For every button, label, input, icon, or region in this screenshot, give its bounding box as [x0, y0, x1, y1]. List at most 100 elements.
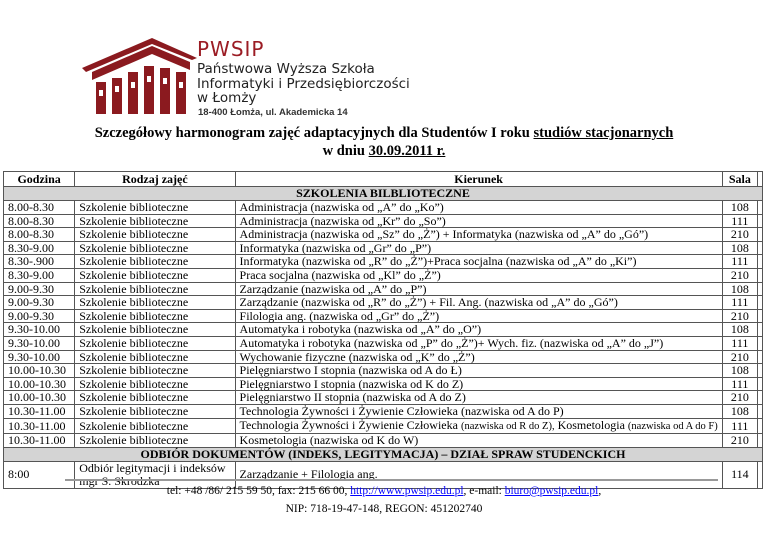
col-extra: [756, 171, 764, 187]
address: 18-400 Łomża, ul. Akademicka 14: [198, 107, 348, 118]
footer-contact: tel: +48 /86/ 215 59 50, fax: 215 66 00,…: [0, 484, 768, 498]
website-link[interactable]: http://www.pwsip.edu.pl: [350, 485, 464, 497]
table-row: 8.30-.900 Szkolenie biblioteczne Informaty…: [2, 254, 764, 269]
extra-cell: [756, 376, 764, 392]
table-row: 9.30-10.00 Szkolenie biblioteczne Automaty…: [2, 335, 764, 351]
table-row: 9.30-10.00 Szkolenie biblioteczne Wychowan…: [2, 349, 764, 365]
institution-line: w Łomży: [197, 90, 257, 106]
room-cell: 111: [721, 295, 758, 310]
course-text: Kosmetologia: [554, 417, 628, 432]
time-cell: 10.00-10.30: [2, 376, 76, 392]
pwsip-logo-building-icon: [82, 38, 197, 114]
course-cell: Zarządzanie + Filologia ang.: [234, 460, 723, 489]
table-row: 10.00-10.30 Szkolenie biblioteczne Pielęgn…: [2, 390, 764, 405]
course-cell: Zarządzanie (nazwiska od „R” do „Ż”) + F…: [234, 295, 723, 310]
course-text: (nazwiska od A do F): [627, 420, 718, 432]
time-cell: 8.00-8.30: [2, 200, 76, 215]
col-sala: Sala: [721, 171, 758, 187]
extra-cell: [756, 281, 764, 297]
course-cell: Pielęgniarstwo I stopnia (nazwiska od K …: [234, 376, 723, 392]
course-cell: Technologia Żywności i Żywienie Człowiek…: [234, 403, 723, 419]
institution-line: Informatyki i Przedsiębiorczości: [197, 75, 410, 92]
extra-cell: [756, 295, 764, 310]
room-cell: 111: [721, 213, 758, 229]
room-cell: 111: [721, 376, 758, 392]
extra-cell: [756, 363, 764, 378]
time-cell: 8.30-.900: [2, 254, 76, 269]
extra-cell: [756, 308, 764, 324]
course-cell: Administracja (nazwiska od „A” do „Ko”): [234, 200, 723, 215]
type-cell: Szkolenie biblioteczne: [74, 349, 236, 365]
table-row: 8.30-9.00 Szkolenie biblioteczne Praca soc…: [2, 267, 764, 283]
section-title: ODBIÓR DOKUMENTÓW (INDEKS, LEGITYMACJA) …: [3, 446, 763, 462]
footer-divider: [65, 479, 718, 481]
type-cell: Szkolenie biblioteczne: [74, 254, 236, 269]
room-cell: 111: [721, 335, 758, 351]
room-cell: 111: [721, 417, 758, 435]
table-row: 9.00-9.30 Szkolenie biblioteczne Zarządzan…: [2, 281, 764, 297]
extra-cell: [756, 349, 764, 365]
brand-name: PWSIP: [197, 37, 265, 61]
extra-cell: [756, 227, 764, 242]
room-cell: 210: [721, 267, 758, 283]
extra-cell: [756, 200, 764, 215]
table-row: 9.00-9.30 Szkolenie biblioteczne Filologia…: [2, 308, 764, 324]
email-link[interactable]: biuro@pwsip.edu.pl: [504, 485, 599, 497]
time-cell: 8:00: [2, 460, 76, 489]
type-cell: Szkolenie biblioteczne: [74, 267, 236, 283]
extra-cell: [756, 403, 764, 419]
table-row: 8.30-9.00 Szkolenie biblioteczne Informaty…: [2, 240, 764, 256]
room-cell: 210: [721, 433, 758, 448]
time-cell: 9.00-9.30: [2, 281, 76, 297]
time-cell: 10.30-11.00: [2, 433, 76, 448]
course-text: Technologia Żywności i Żywienie Człowiek…: [239, 417, 461, 432]
course-cell: Zarządzanie (nazwiska od „A” do „P”): [234, 281, 723, 297]
extra-cell: [756, 460, 764, 489]
table-row: 8.00-8.30 Szkolenie biblioteczne Administr…: [2, 200, 764, 215]
course-cell: Kosmetologia (nazwiska od K do W): [234, 433, 723, 448]
extra-cell: [756, 213, 764, 229]
time-cell: 9.30-10.00: [2, 335, 76, 351]
table-row: 10.30-11.00 Szkolenie biblioteczne Technol…: [2, 417, 764, 435]
type-cell: Szkolenie biblioteczne: [74, 281, 236, 297]
extra-cell: [756, 417, 764, 435]
room-cell: 108: [721, 281, 758, 297]
table-row: 9.30-10.00 Szkolenie biblioteczne Automaty…: [2, 322, 764, 337]
table-row: 8:00 Odbiór legitymacji i indeksów mgr S. …: [2, 460, 764, 489]
contact-text: ,: [598, 485, 602, 497]
extra-cell: [756, 433, 764, 448]
col-rodzaj: Rodzaj zajęć: [74, 171, 236, 187]
course-text: (nazwiska od R do Z),: [460, 420, 555, 432]
room-cell: 111: [721, 254, 758, 269]
time-cell: 10.30-11.00: [2, 417, 76, 435]
type-cell: Szkolenie biblioteczne: [74, 433, 236, 448]
time-cell: 9.00-9.30: [2, 295, 76, 310]
type-cell: Szkolenie biblioteczne: [74, 335, 236, 351]
course-cell: Automatyka i robotyka (nazwiska od „P” d…: [234, 335, 723, 351]
course-cell: Informatyka (nazwiska od „Gr” do „P”): [234, 240, 723, 256]
extra-cell: [756, 390, 764, 405]
contact-text: , e-mail:: [463, 485, 505, 497]
section-title: SZKOLENIA BILBLIOTECZNE: [3, 186, 763, 201]
title-underlined: studiów stacjonarnych: [533, 125, 674, 141]
title-date: 30.09.2011 r.: [368, 143, 446, 159]
room-cell: 114: [721, 460, 758, 489]
type-cell: Szkolenie biblioteczne: [74, 213, 236, 229]
room-cell: 108: [721, 403, 758, 419]
course-cell: Praca socjalna (nazwiska od „Kl” do „Ż”): [234, 267, 723, 283]
section-row: ODBIÓR DOKUMENTÓW (INDEKS, LEGITYMACJA) …: [3, 446, 763, 462]
extra-cell: [756, 267, 764, 283]
type-cell: Szkolenie biblioteczne: [74, 322, 236, 337]
time-cell: 10.00-10.30: [2, 363, 76, 378]
extra-cell: [756, 254, 764, 269]
type-cell: Szkolenie biblioteczne: [74, 390, 236, 405]
col-godzina: Godzina: [2, 171, 76, 187]
footer-ids: NIP: 718-19-47-148, REGON: 451202740: [285, 503, 483, 515]
course-cell: Filologia ang. (nazwiska od „Gr” do „Ż”): [234, 308, 723, 324]
type-cell: Szkolenie biblioteczne: [74, 200, 236, 215]
table-row: 10.00-10.30 Szkolenie biblioteczne Pielęgn…: [2, 363, 764, 378]
table-row: 9.00-9.30 Szkolenie biblioteczne Zarządzan…: [2, 295, 764, 310]
table-row: 10.30-11.00 Szkolenie biblioteczne Technol…: [2, 403, 764, 419]
course-cell: Informatyka (nazwiska od „R” do „Ż”)+Pra…: [234, 254, 723, 269]
time-cell: 9.30-10.00: [2, 349, 76, 365]
